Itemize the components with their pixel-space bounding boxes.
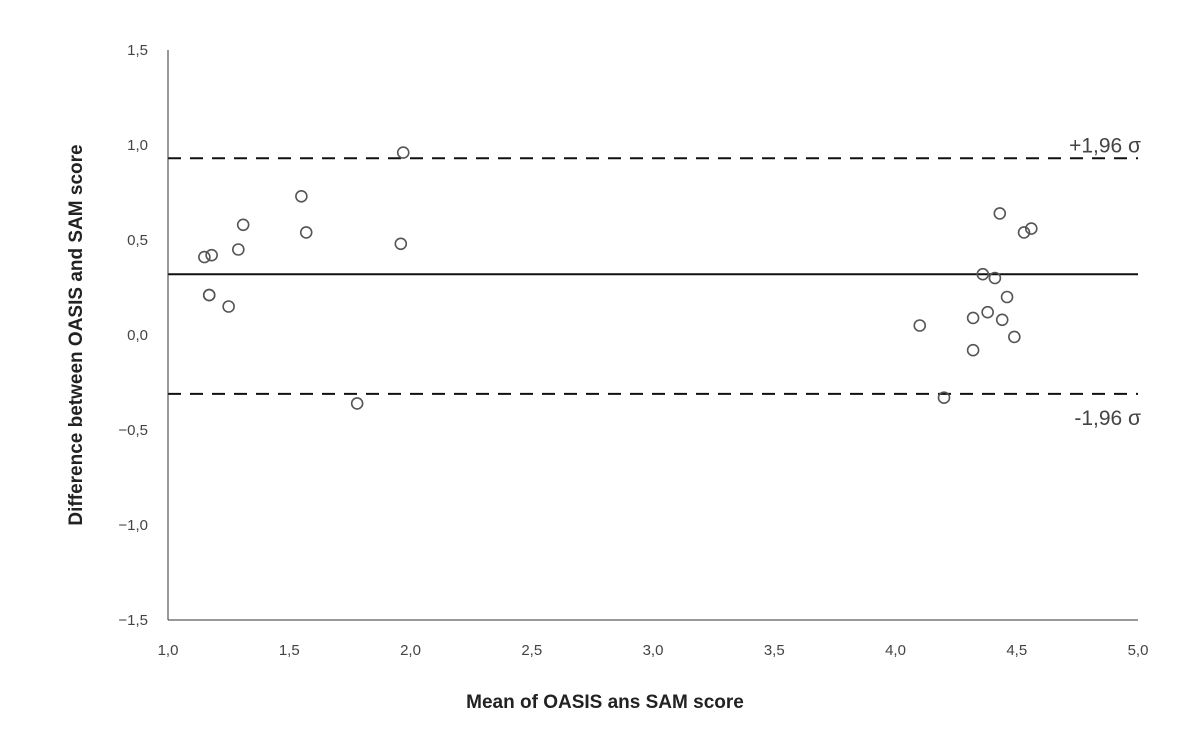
x-tick-label: 5,0	[1128, 642, 1149, 659]
x-tick-label: 2,0	[400, 642, 421, 659]
y-tick-label: 0,5	[127, 232, 148, 249]
x-tick-label: 3,0	[643, 642, 664, 659]
x-axis-title: Mean of OASIS ans SAM score	[466, 692, 744, 713]
y-tick-label: 1,5	[127, 42, 148, 59]
y-tick-label: −0,5	[118, 422, 148, 439]
x-tick-labels: 1,0 1,5 2,0 2,5 3,0 3,5 4,0 4,5 5,0	[158, 642, 1149, 659]
y-tick-label: −1,0	[118, 517, 148, 534]
data-point	[1008, 330, 1021, 344]
data-points	[198, 146, 1038, 410]
data-point	[198, 250, 211, 264]
limit-label: +1,96 σ	[1069, 134, 1141, 157]
y-tick-labels: −1,5 −1,0 −0,5 0,0 0,5 1,0 1,5	[118, 42, 148, 629]
data-point	[1025, 222, 1038, 235]
data-point	[966, 311, 980, 325]
y-tick-label: 0,0	[127, 327, 148, 344]
data-point	[995, 313, 1009, 327]
limit-label: -1,96 σ	[1074, 407, 1141, 430]
data-point	[295, 190, 308, 203]
annotations: +1,96 σ -1,96 σ	[1069, 134, 1141, 430]
data-point	[205, 248, 218, 262]
x-tick-label: 2,5	[521, 642, 542, 659]
data-point	[988, 271, 1002, 285]
x-tick-label: 1,0	[158, 642, 179, 659]
x-tick-label: 3,5	[764, 642, 785, 659]
data-point	[976, 267, 990, 281]
data-point	[993, 207, 1007, 220]
data-point	[1017, 226, 1031, 239]
data-point	[232, 243, 245, 256]
reference-lines	[168, 157, 1138, 395]
data-point	[396, 146, 410, 159]
x-tick-label: 1,5	[279, 642, 300, 659]
x-tick-label: 4,5	[1006, 642, 1027, 659]
axes	[167, 50, 1138, 621]
y-tick-label: −1,5	[118, 612, 148, 629]
data-point	[394, 237, 408, 251]
data-point	[299, 226, 313, 239]
data-point	[937, 391, 951, 405]
data-point	[981, 305, 994, 319]
data-point	[913, 319, 927, 332]
data-point	[236, 218, 250, 232]
data-point	[1000, 290, 1014, 304]
data-point	[222, 300, 235, 313]
y-axis-title: Difference between OASIS and SAM score	[66, 144, 87, 525]
data-point	[966, 343, 980, 357]
x-tick-label: 4,0	[885, 642, 906, 659]
y-tick-label: 1,0	[127, 137, 148, 154]
data-point	[202, 288, 216, 302]
data-point	[350, 397, 364, 410]
